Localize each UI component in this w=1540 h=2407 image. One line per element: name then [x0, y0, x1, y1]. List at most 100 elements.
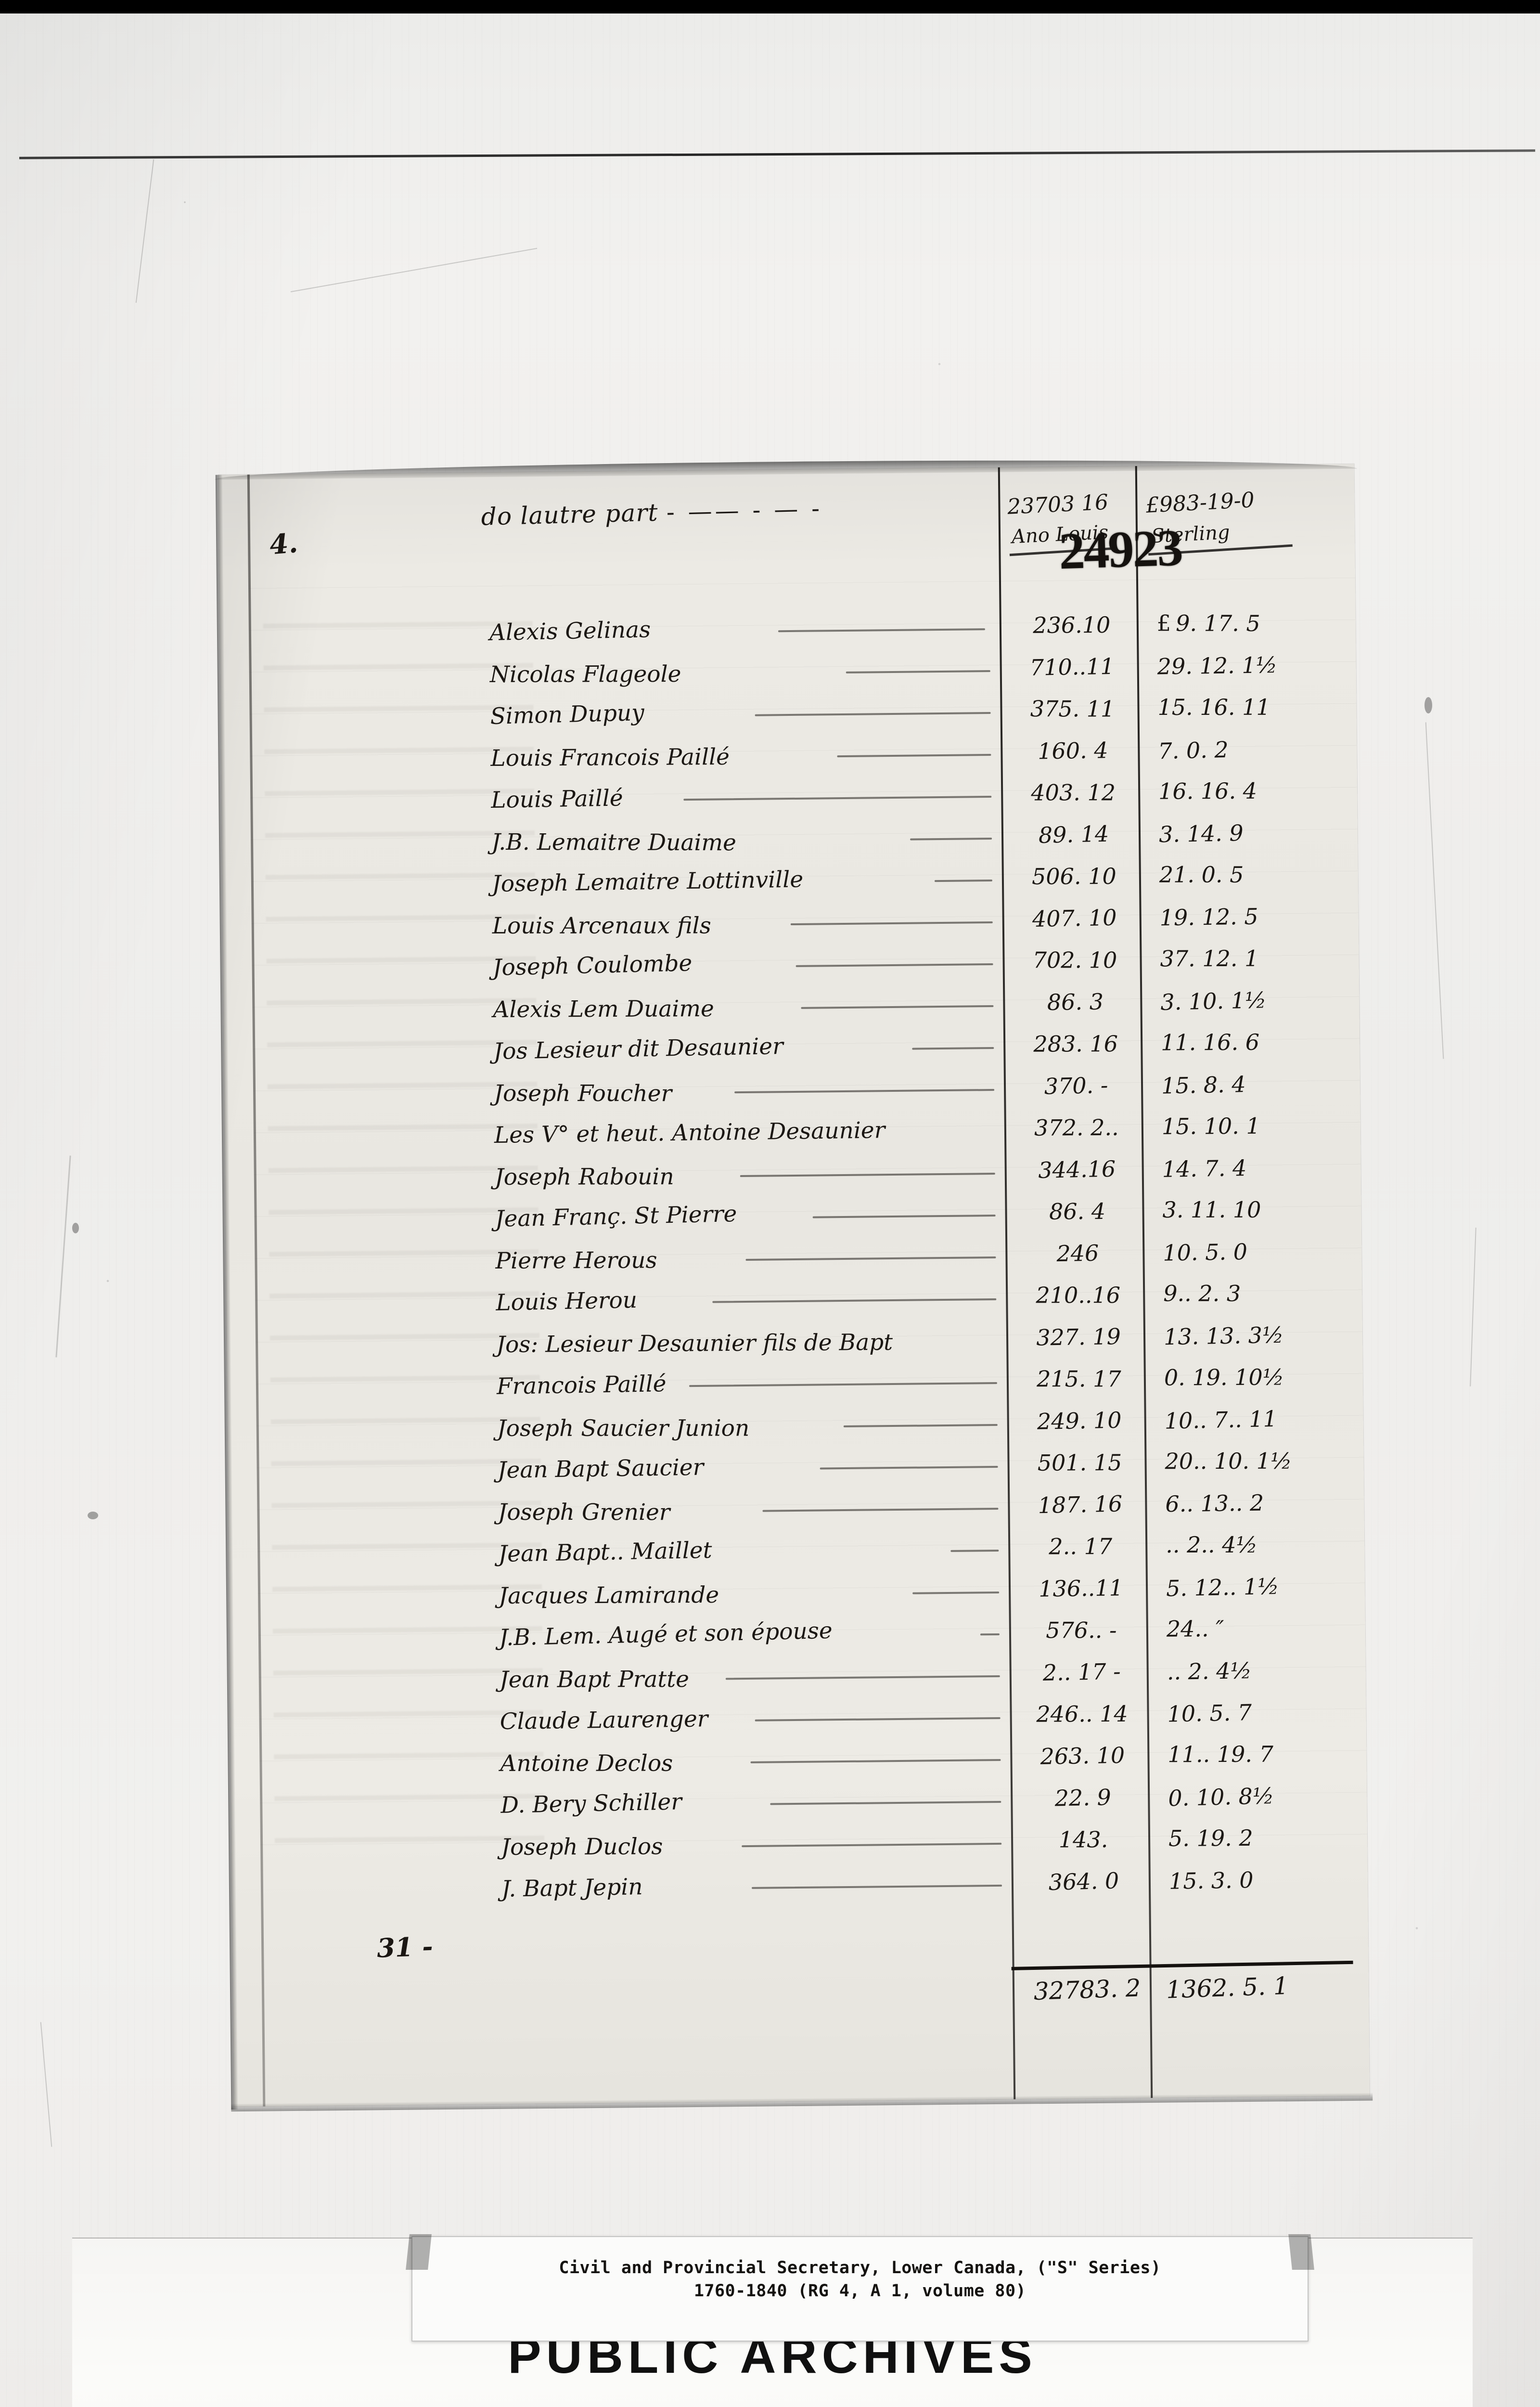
entry-sterling-value: 10. 5. 0 [1162, 1239, 1248, 1266]
entry-name: Jean Bapt Pratte [499, 1666, 689, 1693]
brought-forward-text: do lautre part [480, 498, 659, 531]
entry-sterling-value: 10.. 7.. 11 [1164, 1405, 1278, 1434]
slip-corner-mount [406, 2234, 432, 2270]
entry-name: Pierre Herous [495, 1247, 657, 1274]
entry-leader-line [820, 1465, 998, 1470]
entry-sterling-value: 15. 16. 11 [1157, 694, 1270, 721]
entry-name: Jean Bapt Saucier [497, 1454, 704, 1484]
entry-amount-sterling: 14. 7. 4 [1151, 1153, 1355, 1182]
entry-amount-sterling: 15. 16. 11 [1147, 694, 1350, 720]
entry-amount-sterling: 0. 10. 8½ [1157, 1780, 1361, 1812]
entry-amount-sterling: 5. 12.. 1½ [1155, 1572, 1359, 1602]
entry-amount-ancien-louis: 246 [1056, 1240, 1099, 1267]
brought-forward-label: do lautre part - —— - — - [481, 494, 823, 531]
entry-name: Jacques Lamirande [499, 1581, 719, 1609]
entry-amount-sterling: 10. 5. 0 [1152, 1237, 1356, 1266]
entry-name: Louis Paillé [490, 785, 624, 814]
entry-amount-sterling: 10. 5. 7 [1156, 1697, 1360, 1727]
entry-leader-line [796, 963, 993, 967]
entry-name: Nicolas Flageole [489, 660, 681, 688]
entry-amount-ancien-louis: 710..11 [1029, 653, 1115, 681]
entry-sterling-value: 16. 16. 4 [1158, 777, 1258, 804]
entry-amount-ancien-louis: 344.16 [1038, 1155, 1116, 1183]
ledger-entry-list: Alexis Gelinas 236.10 £9. 17. 5 Nicolas Fla… [220, 608, 1368, 1918]
entry-name: Joseph Grenier [498, 1499, 670, 1526]
entry-amount-sterling: 15. 8. 4 [1151, 1069, 1354, 1099]
entry-amount-sterling: 11. 16. 6 [1150, 1029, 1353, 1056]
entry-name: Francois Paillé [496, 1371, 667, 1400]
entry-amount-ancien-louis: 215. 17 [1037, 1366, 1121, 1392]
entry-sterling-value: 5. 19. 2 [1168, 1825, 1253, 1851]
entry-amount-ancien-louis: 22. 9 [1054, 1784, 1112, 1812]
entry-amount-sterling: 5. 19. 2 [1158, 1824, 1361, 1851]
folio-number: 4. [268, 527, 299, 561]
entry-amount-sterling: 3. 11. 10 [1152, 1197, 1355, 1223]
entry-amount-ancien-louis: 86. 3 [1047, 988, 1104, 1016]
pound-symbol-icon: £ [1156, 610, 1171, 636]
entry-leader-line [801, 1005, 994, 1009]
entry-leader-line [755, 1717, 1001, 1721]
entry-name: Joseph Duclos [501, 1833, 663, 1861]
entry-name: Jos Lesieur dit Desaunier [493, 1033, 784, 1065]
entry-amount-ancien-louis: 375. 11 [1030, 696, 1115, 722]
entry-sterling-value: 15. 3. 0 [1168, 1866, 1254, 1894]
entry-amount-sterling: 15. 10. 1 [1151, 1113, 1354, 1140]
totals-rule [1011, 1960, 1353, 1970]
entry-amount-ancien-louis: 160. 4 [1037, 737, 1108, 764]
entry-name: Jos: Lesieur Desaunier fils de Bapt [496, 1329, 893, 1358]
entry-sterling-value: 0. 19. 10½ [1164, 1364, 1284, 1391]
entry-sterling-value: 19. 12. 5 [1159, 903, 1258, 931]
entry-sterling-value: .. 2. 4½ [1167, 1657, 1252, 1685]
leader-dots: - —— - — - [666, 494, 823, 526]
entry-amount-ancien-louis: 89. 14 [1038, 820, 1109, 849]
entry-amount-ancien-louis: 364. 0 [1048, 1867, 1119, 1896]
entry-sterling-value: 21. 0. 5 [1159, 861, 1244, 888]
entry-name: Claude Laurenger [500, 1706, 708, 1735]
entry-sterling-value: 9. 17. 5 [1176, 610, 1260, 636]
entry-amount-sterling: .. 2.. 4½ [1155, 1532, 1358, 1558]
entry-amount-sterling: 0. 19. 10½ [1154, 1364, 1357, 1391]
entry-sterling-value: 15. 10. 1 [1161, 1113, 1260, 1139]
entry-amount-sterling: 24.. ″ [1156, 1615, 1359, 1642]
entry-leader-line [751, 1884, 1002, 1889]
entry-amount-sterling: 19. 12. 5 [1149, 902, 1352, 931]
entry-name: Louis Herou [495, 1287, 638, 1316]
entry-amount-sterling: 16. 16. 4 [1148, 777, 1351, 804]
entry-leader-line [762, 1507, 999, 1512]
entry-leader-line [790, 921, 993, 926]
entry-amount-ancien-louis: 407. 10 [1032, 904, 1117, 932]
entry-amount-ancien-louis: 370. - [1044, 1072, 1108, 1100]
total-sterling: 1362. 5. 1 [1166, 1971, 1289, 2004]
entry-sterling-value: 6.. 13.. 2 [1165, 1489, 1264, 1517]
entry-sterling-value: 3. 10. 1½ [1160, 987, 1267, 1015]
pound-symbol-icon: £ [1145, 492, 1160, 518]
entry-name: Jean Bapt.. Maillet [498, 1537, 712, 1567]
entry-sterling-value: 9.. 2. 3 [1163, 1280, 1241, 1307]
entry-name: Alexis Gelinas [489, 616, 651, 647]
entry-leader-line [689, 1382, 997, 1387]
entry-leader-line [725, 1675, 1000, 1680]
entry-amount-ancien-louis: 246.. 14 [1036, 1700, 1128, 1727]
entry-amount-sterling: £9. 17. 5 [1146, 610, 1349, 636]
entry-amount-sterling: 9.. 2. 3 [1153, 1281, 1356, 1307]
entry-amount-ancien-louis: 143. [1058, 1826, 1108, 1853]
entry-amount-sterling: 3. 10. 1½ [1150, 985, 1353, 1015]
entry-amount-sterling: 3. 14. 9 [1148, 818, 1352, 848]
entry-sterling-value: 20.. 10. 1½ [1165, 1448, 1292, 1475]
entry-amount-ancien-louis: 86. 4 [1049, 1198, 1106, 1225]
entry-leader-line [934, 880, 992, 882]
entry-leader-line [912, 1591, 1000, 1594]
entry-name: Les V° et heut. Antoine Desaunier [494, 1117, 886, 1149]
entry-sterling-value: 24.. ″ [1166, 1616, 1224, 1642]
entry-leader-line [846, 670, 990, 673]
slip-line-series: Civil and Provincial Secretary, Lower Ca… [559, 2258, 1161, 2278]
entry-sterling-value: 3. 14. 9 [1158, 820, 1244, 848]
slip-text-block: Civil and Provincial Secretary, Lower Ca… [412, 2237, 1308, 2303]
entry-leader-line [683, 796, 992, 801]
entry-sterling-value: 7. 0. 2 [1157, 736, 1229, 764]
entry-leader-line [812, 1214, 996, 1218]
entry-sterling-value: 15. 8. 4 [1161, 1071, 1246, 1099]
entry-name: J. Bapt Jepin [501, 1874, 643, 1902]
entry-sterling-value: 37. 12. 1 [1160, 945, 1259, 972]
